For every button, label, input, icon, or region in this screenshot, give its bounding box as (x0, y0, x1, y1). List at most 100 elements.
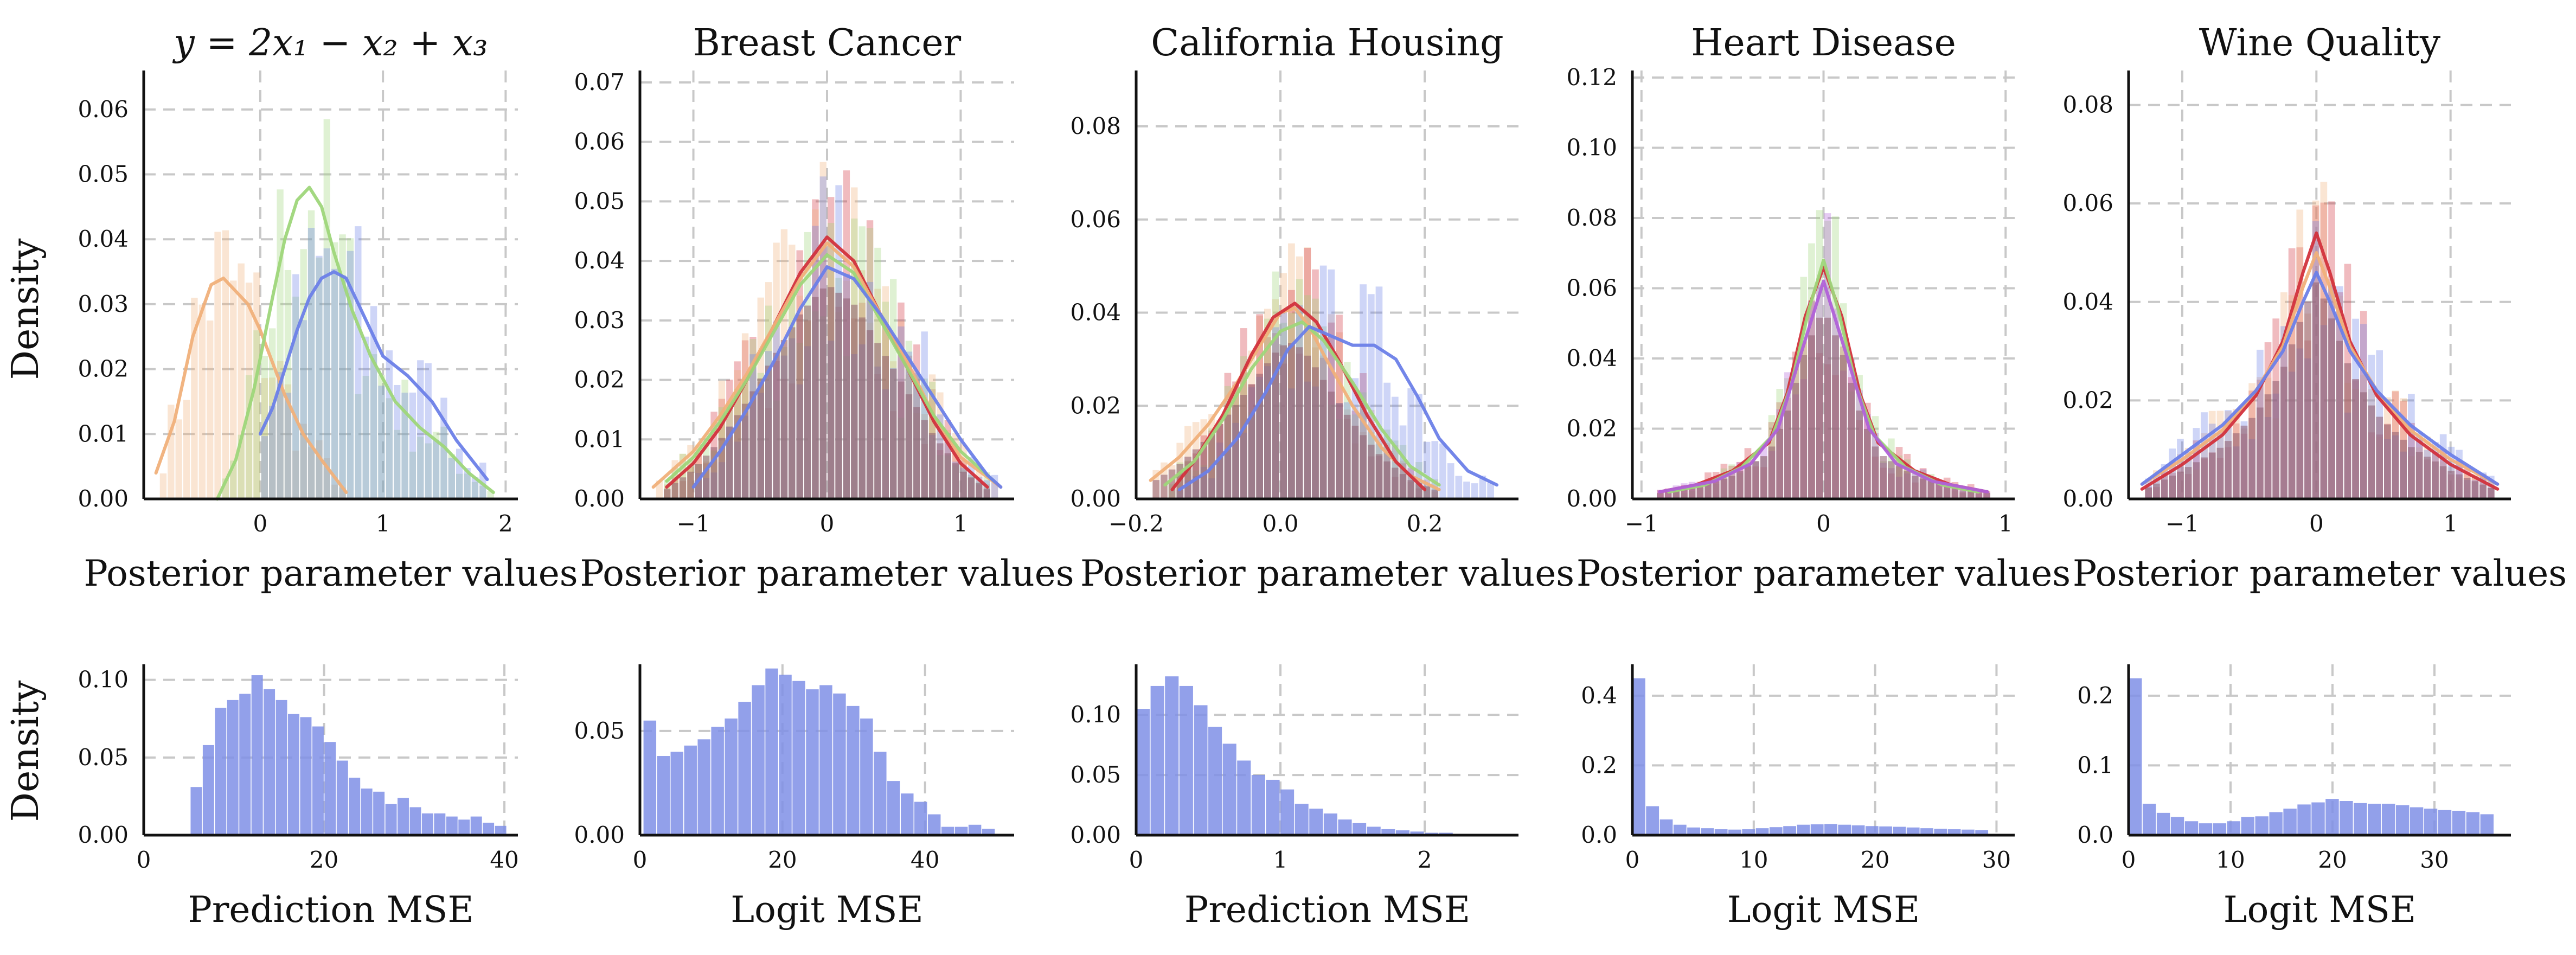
histogram-bar (362, 336, 369, 499)
histogram-bar (1906, 827, 1920, 835)
histogram-bar (941, 826, 954, 835)
kde-line-orange (1149, 306, 1441, 491)
overlap-bar (1336, 403, 1343, 499)
y-tick-label: 0.4 (1581, 682, 1617, 709)
histogram-bar (417, 437, 424, 499)
histogram-bar (324, 742, 336, 835)
overlap-bar (1784, 411, 1791, 499)
histogram-bar (183, 400, 190, 499)
overlap-bar (858, 317, 866, 499)
histogram-bar (421, 813, 433, 835)
x-axis-label: Posterior parameter values (580, 553, 1074, 594)
x-tick-label: 10 (1739, 847, 1768, 873)
histogram-bar (2227, 821, 2241, 835)
x-tick-label: 0.0 (1263, 510, 1299, 537)
histogram-bar (2325, 799, 2339, 835)
histogram-bar (1295, 804, 1309, 835)
histogram-bar (2199, 823, 2213, 835)
overlap-bar (2169, 475, 2176, 499)
histogram-bar (495, 825, 507, 835)
y-tick-label: 0.10 (78, 666, 129, 693)
overlap-bar (1752, 461, 1759, 499)
overlap-bar (921, 420, 928, 499)
kde-line-red (2140, 231, 2500, 491)
histogram-bar (1728, 829, 1741, 835)
top-row-ylabel: Density (4, 238, 47, 380)
overlap-bar (773, 352, 780, 499)
kde-line-orange (2140, 251, 2500, 486)
histogram-bar (1323, 813, 1337, 835)
overlap-bar (804, 305, 811, 499)
overlap-bar (828, 287, 835, 499)
overlap-bar (835, 292, 842, 499)
histogram-bar (1471, 483, 1478, 499)
overlap-bar (1375, 454, 1383, 499)
y-tick-label: 0.03 (78, 291, 129, 317)
histogram-bar (1381, 829, 1395, 835)
x-tick-label: 0 (1816, 510, 1831, 537)
histogram-bar (2311, 802, 2325, 835)
histogram-bar (2129, 678, 2142, 835)
histogram-bar (2354, 803, 2367, 835)
overlap-bar (2471, 481, 2479, 499)
histogram-bar (1810, 824, 1824, 835)
y-tick-label: 0.0 (1581, 822, 1617, 848)
histogram-bar (914, 802, 927, 835)
histogram-bar (361, 789, 373, 835)
overlap-bar (2272, 381, 2280, 499)
y-tick-label: 0.05 (78, 161, 129, 188)
overlap-bar (1407, 480, 1415, 499)
x-tick-label: 1 (376, 510, 390, 537)
overlap-bar (866, 330, 874, 499)
overlap-bar (1224, 414, 1232, 499)
histogram-bar (1194, 705, 1208, 835)
y-tick-label: 0.01 (574, 426, 625, 452)
overlap-bar (1431, 489, 1439, 499)
x-tick-label: 0.2 (1407, 510, 1443, 537)
histogram-bar (275, 700, 287, 835)
histogram-bar (292, 296, 299, 499)
x-axis-label: Posterior parameter values (1080, 553, 1574, 594)
histogram-bar (643, 720, 657, 835)
histogram-bar (432, 439, 440, 499)
overlap-bar (1744, 466, 1752, 499)
overlap-bar (967, 477, 975, 499)
kde-line-green (665, 253, 996, 483)
histogram-bar (2283, 809, 2297, 835)
overlap-bar (2320, 298, 2328, 499)
histogram-bar (1367, 826, 1381, 835)
x-tick-label: 10 (2216, 847, 2245, 873)
overlap-bar (1880, 456, 1887, 499)
histogram-bar (1237, 760, 1251, 835)
y-tick-label: 0.02 (1070, 392, 1121, 419)
overlap-bar (2161, 479, 2168, 499)
overlap-bar (928, 432, 936, 499)
overlap-bar (2177, 471, 2184, 499)
y-tick-label: 0.00 (78, 822, 129, 848)
histogram-bar (874, 752, 887, 835)
overlap-bar (2368, 405, 2375, 499)
histogram-bar (190, 787, 202, 835)
overlap-bar (2257, 407, 2264, 499)
histogram-bar (362, 375, 369, 499)
overlap-bar (734, 415, 741, 499)
histogram-bar (269, 406, 276, 499)
x-tick-label: 20 (2318, 847, 2347, 873)
histogram-bar (349, 778, 361, 835)
histogram-bar (968, 824, 982, 835)
overlap-bar (1328, 392, 1335, 499)
histogram-bar (1701, 828, 1714, 835)
histogram-bar (1742, 829, 1755, 835)
histogram-bar (191, 297, 198, 499)
histogram-bar (331, 268, 338, 499)
histogram-bar (464, 468, 471, 499)
histogram-bar (1179, 685, 1193, 835)
overlap-bar (1688, 488, 1696, 499)
histogram-bar (370, 306, 377, 499)
overlap-bar (2296, 322, 2304, 499)
overlap-bar (843, 298, 850, 499)
histogram-bar (373, 791, 385, 835)
histogram-bar (2466, 812, 2480, 835)
histogram-bar (198, 304, 206, 499)
